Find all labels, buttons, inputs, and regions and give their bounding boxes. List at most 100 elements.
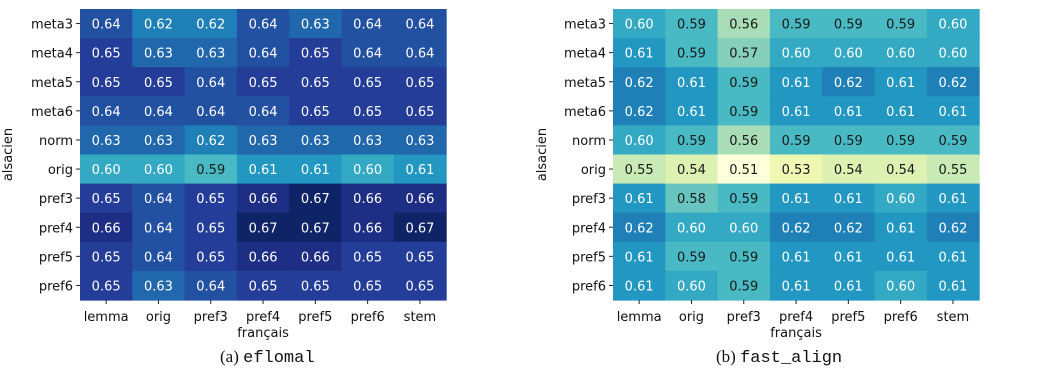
y-tick-label: orig bbox=[581, 163, 606, 178]
heatmap-cell bbox=[665, 38, 719, 68]
heatmap-cell bbox=[80, 241, 133, 272]
heatmap-cell bbox=[341, 154, 395, 185]
x-tick-label: lemma bbox=[84, 310, 129, 325]
heatmap-cell bbox=[769, 212, 823, 243]
cell-value-label: 0.61 bbox=[782, 192, 811, 207]
heatmap-cell bbox=[341, 125, 395, 156]
cell-value-label: 0.64 bbox=[144, 192, 173, 207]
heatmap-cell bbox=[613, 270, 666, 301]
cell-value-label: 0.65 bbox=[92, 192, 121, 207]
heatmap-cell bbox=[822, 212, 876, 243]
cell-value-label: 0.57 bbox=[729, 47, 758, 62]
cell-value-label: 0.60 bbox=[677, 221, 706, 236]
cell-value-label: 0.62 bbox=[196, 18, 225, 33]
cell-value-label: 0.61 bbox=[834, 192, 863, 207]
y-tick-label: pref6 bbox=[572, 279, 606, 294]
cell-value-label: 0.59 bbox=[729, 279, 758, 294]
cell-value-label: 0.60 bbox=[677, 279, 706, 294]
cell-value-label: 0.61 bbox=[782, 279, 811, 294]
cell-value-label: 0.61 bbox=[677, 105, 706, 120]
cell-value-label: 0.65 bbox=[196, 192, 225, 207]
cell-value-label: 0.65 bbox=[405, 279, 434, 294]
cell-value-label: 0.66 bbox=[249, 250, 278, 265]
heatmap-cell bbox=[184, 125, 238, 156]
cell-value-label: 0.60 bbox=[834, 47, 863, 62]
heatmap-cell bbox=[717, 38, 771, 68]
heatmap-cell bbox=[236, 125, 290, 156]
cell-value-label: 0.65 bbox=[353, 279, 382, 294]
heatmap-cell bbox=[665, 67, 719, 97]
cell-value-label: 0.63 bbox=[144, 47, 173, 62]
heatmap-cell bbox=[613, 9, 666, 39]
y-tick-label: norm bbox=[572, 134, 606, 149]
cell-value-label: 0.59 bbox=[729, 250, 758, 265]
y-tick-label: meta5 bbox=[31, 76, 73, 91]
heatmap-cell bbox=[613, 96, 666, 126]
cell-value-label: 0.65 bbox=[353, 105, 382, 120]
cell-value-label: 0.64 bbox=[196, 76, 225, 91]
heatmap-cell bbox=[341, 9, 395, 39]
heatmap-cell bbox=[822, 270, 876, 301]
cell-value-label: 0.65 bbox=[92, 47, 121, 62]
cell-value-label: 0.61 bbox=[938, 279, 967, 294]
cell-value-label: 0.61 bbox=[834, 279, 863, 294]
heatmap-cell bbox=[665, 96, 719, 126]
cell-value-label: 0.65 bbox=[92, 279, 121, 294]
x-tick-label: lemma bbox=[617, 310, 662, 325]
cell-value-label: 0.64 bbox=[92, 18, 121, 33]
cell-value-label: 0.60 bbox=[886, 47, 915, 62]
cell-value-label: 0.51 bbox=[729, 163, 758, 178]
heatmap-cell bbox=[184, 38, 238, 68]
heatmap-cell bbox=[289, 241, 343, 272]
heatmap-cell bbox=[393, 9, 447, 39]
heatmap-cell bbox=[874, 241, 928, 272]
cell-value-label: 0.65 bbox=[301, 279, 330, 294]
cell-value-label: 0.65 bbox=[353, 250, 382, 265]
cell-value-label: 0.59 bbox=[729, 76, 758, 91]
cell-value-label: 0.60 bbox=[886, 192, 915, 207]
heatmap-panel-0: 0.64 0.62 0.62 0.64 0.63 0.64 0.64 0.65 0.63 0.63… bbox=[1, 9, 447, 341]
cell-value-label: 0.64 bbox=[405, 47, 434, 62]
heatmap-cell bbox=[613, 241, 666, 272]
heatmap-panel-1: 0.60 0.59 0.56 0.59 0.59 0.59 0.60 0.61 0.59 0.57… bbox=[535, 9, 980, 341]
heatmap-cell bbox=[665, 212, 719, 243]
heatmap-cell bbox=[926, 183, 980, 214]
heatmap-cell bbox=[236, 96, 290, 126]
heatmap-cell bbox=[874, 183, 928, 214]
y-tick-label: meta3 bbox=[31, 18, 73, 33]
cell-value-label: 0.60 bbox=[729, 221, 758, 236]
cell-value-label: 0.65 bbox=[353, 76, 382, 91]
cell-value-label: 0.63 bbox=[405, 134, 434, 149]
cell-value-label: 0.63 bbox=[353, 134, 382, 149]
cell-value-label: 0.60 bbox=[144, 163, 173, 178]
heatmap-cell bbox=[769, 154, 823, 185]
heatmap-cell bbox=[132, 96, 186, 126]
cell-value-label: 0.60 bbox=[625, 134, 654, 149]
x-tick-label: pref6 bbox=[351, 310, 385, 325]
heatmap-cell bbox=[613, 212, 666, 243]
cell-value-label: 0.59 bbox=[834, 18, 863, 33]
cell-value-label: 0.65 bbox=[301, 105, 330, 120]
cell-value-label: 0.65 bbox=[92, 76, 121, 91]
cell-value-label: 0.59 bbox=[782, 134, 811, 149]
y-tick-label: meta5 bbox=[564, 76, 606, 91]
y-tick-label: orig bbox=[48, 163, 73, 178]
y-tick-label: pref4 bbox=[39, 221, 73, 236]
cell-value-label: 0.65 bbox=[405, 105, 434, 120]
cell-value-label: 0.66 bbox=[353, 221, 382, 236]
heatmap-cell bbox=[874, 212, 928, 243]
cell-value-label: 0.64 bbox=[353, 18, 382, 33]
y-tick-label: pref6 bbox=[39, 279, 73, 294]
heatmap-cell bbox=[874, 67, 928, 97]
heatmap-cell bbox=[341, 270, 395, 301]
cell-value-label: 0.65 bbox=[405, 250, 434, 265]
heatmap-cell bbox=[341, 183, 395, 214]
heatmap-cell bbox=[874, 154, 928, 185]
heatmap-cell bbox=[289, 125, 343, 156]
cell-value-label: 0.54 bbox=[886, 163, 915, 178]
y-axis-label: alsacien bbox=[1, 128, 16, 181]
heatmap-cell bbox=[184, 270, 238, 301]
cell-value-label: 0.67 bbox=[405, 221, 434, 236]
cell-value-label: 0.58 bbox=[677, 192, 706, 207]
cell-value-label: 0.61 bbox=[782, 250, 811, 265]
